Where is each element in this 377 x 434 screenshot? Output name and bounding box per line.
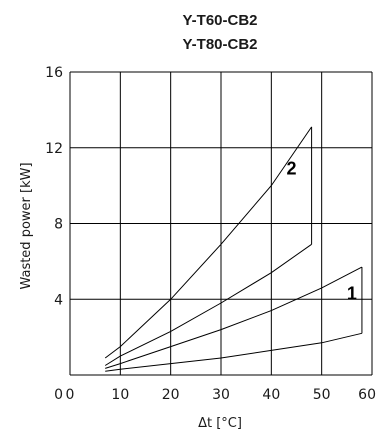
curve-label-1: 1 (347, 283, 357, 303)
y-tick-label-8: 8 (54, 217, 63, 233)
x-tick-label-0: 0 (66, 387, 75, 403)
x-tick-label-10: 10 (111, 387, 129, 403)
x-tick-label-30: 30 (212, 387, 230, 403)
x-tick-label-50: 50 (313, 387, 331, 403)
y-tick-label-12: 12 (45, 141, 63, 157)
series-line-4 (105, 332, 363, 372)
chart-title-line-1: Y-T60-CB2 (182, 12, 257, 29)
series-line-3 (105, 266, 363, 369)
chart-title-line-2: Y-T80-CB2 (182, 36, 257, 53)
y-tick-label-16: 16 (45, 65, 63, 81)
x-axis-label: Δt [°C] (198, 416, 242, 431)
series-line-1 (104, 126, 313, 359)
curve-label-2: 2 (286, 158, 296, 178)
x-tick-label-40: 40 (262, 387, 280, 403)
chart-grid (69, 71, 373, 376)
chart-curves (104, 126, 363, 372)
y-axis-label: Wasted power [kW] (19, 162, 34, 289)
y-tick-label-0: 0 (54, 387, 63, 403)
chart-curve-labels: 21 (286, 158, 356, 303)
x-tick-label-60: 60 (358, 387, 376, 403)
series-line-2 (104, 243, 312, 366)
x-tick-label-20: 20 (162, 387, 180, 403)
y-tick-label-4: 4 (54, 292, 63, 308)
